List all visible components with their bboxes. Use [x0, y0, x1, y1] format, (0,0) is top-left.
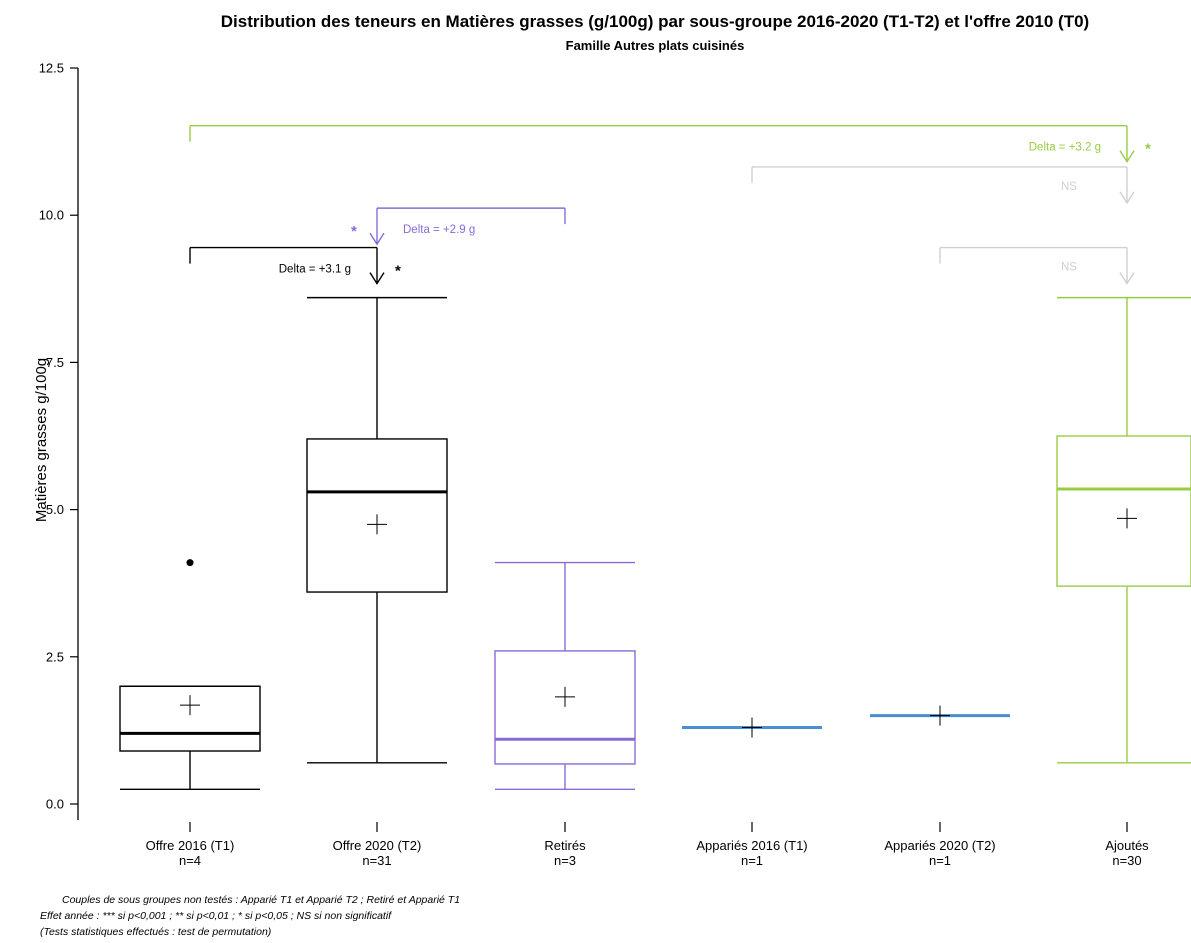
- y-axis-label: Matières grasses g/100g: [33, 358, 50, 522]
- x-category-label: Retirés: [544, 838, 586, 853]
- comparison-bracket: Delta = +2.9 g *: [351, 207, 566, 246]
- delta-label: Delta = +2.9 g: [403, 224, 475, 236]
- comparison-bracket: Delta = +3.2 g *: [189, 125, 1151, 164]
- y-tick-label: 10.0: [39, 208, 64, 223]
- box-group: [306, 296, 448, 764]
- x-category-label: Ajoutés: [1105, 838, 1149, 853]
- x-category-count: n=30: [1112, 853, 1141, 868]
- y-tick-label: 0.0: [46, 797, 64, 812]
- outlier-point: [186, 559, 194, 567]
- box-group: [119, 559, 261, 790]
- x-category-label: Appariés 2020 (T2): [884, 838, 995, 853]
- x-axis: Offre 2016 (T1)n=4 Offre 2020 (T2)n=31 Ret…: [146, 822, 1149, 868]
- footnote-significance: Effet année : *** si p<0,001 ; ** si p<0…: [40, 910, 392, 922]
- comparison-bracket: NS: [939, 246, 1135, 285]
- y-tick-label: 12.5: [39, 61, 64, 76]
- x-category-count: n=4: [179, 853, 201, 868]
- delta-label: Delta = +3.1 g: [279, 264, 351, 276]
- box-group: [494, 561, 636, 790]
- comparison-bracket: Delta = +3.1 g *: [189, 246, 401, 285]
- y-tick-label: 7.5: [46, 355, 64, 370]
- y-tick-label: 5.0: [46, 502, 64, 517]
- bracket-arrowhead: [1119, 272, 1135, 285]
- box-iqr: [1056, 435, 1191, 587]
- significance-label: *: [395, 263, 401, 280]
- box-iqr: [306, 438, 448, 593]
- bracket-arrowhead: [369, 232, 385, 246]
- box-group: [1056, 296, 1191, 764]
- significance-label: *: [1145, 141, 1151, 158]
- y-axis-ticks: 0.0 2.5 5.0 7.5 10.0 12.5: [39, 61, 78, 812]
- box-groups: [119, 296, 1191, 790]
- comparison-brackets: Delta = +3.1 g * Delta = +2.9 g * NS Delta = …: [189, 125, 1151, 285]
- x-category-label: Offre 2016 (T1): [146, 838, 235, 853]
- significance-label: NS: [1061, 181, 1077, 193]
- bracket-arrowhead: [1119, 150, 1135, 164]
- box-iqr: [494, 650, 636, 765]
- x-category-label: Appariés 2016 (T1): [696, 838, 807, 853]
- box-group: [870, 705, 1010, 726]
- x-category-count: n=3: [554, 853, 576, 868]
- box-iqr: [119, 685, 261, 752]
- y-tick-label: 2.5: [46, 649, 64, 664]
- x-category-count: n=1: [741, 853, 763, 868]
- footnote-tests: (Tests statistiques effectués : test de …: [40, 926, 271, 938]
- comparison-bracket: NS: [751, 166, 1135, 205]
- delta-label: Delta = +3.2 g: [1029, 142, 1101, 154]
- bracket-arrowhead: [369, 272, 385, 285]
- x-category-count: n=1: [929, 853, 951, 868]
- box-group: [682, 717, 822, 738]
- chart-subtitle: Famille Autres plats cuisinés: [566, 38, 745, 53]
- bracket-arrowhead: [1119, 191, 1135, 205]
- footnote-untested: Couples de sous groupes non testés : App…: [62, 894, 460, 906]
- significance-label: NS: [1061, 262, 1077, 274]
- x-category-label: Offre 2020 (T2): [333, 838, 422, 853]
- x-category-count: n=31: [362, 853, 391, 868]
- footnotes: Couples de sous groupes non testés : App…: [40, 894, 460, 938]
- significance-label: *: [351, 223, 357, 240]
- chart-title: Distribution des teneurs en Matières gra…: [221, 12, 1089, 31]
